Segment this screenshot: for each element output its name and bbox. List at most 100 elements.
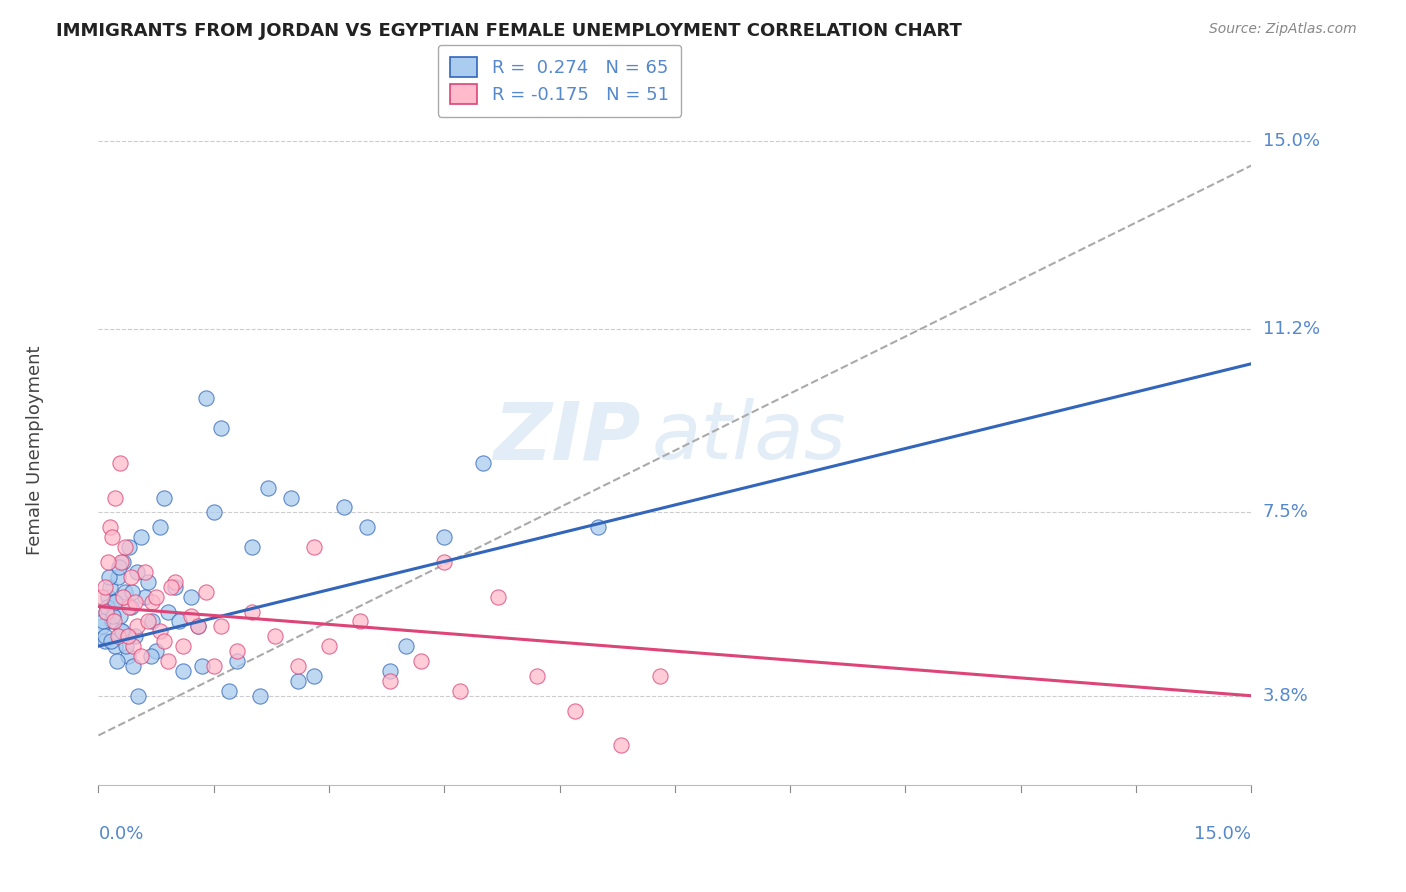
Point — [134, 565, 156, 579]
Point — [91, 590, 114, 604]
Point — [411, 654, 433, 668]
Text: 3.8%: 3.8% — [1263, 687, 1309, 705]
Point — [101, 530, 124, 544]
Point — [225, 644, 247, 658]
Point — [160, 580, 183, 594]
Point — [107, 570, 129, 584]
Point — [349, 615, 371, 629]
Legend: R =  0.274   N = 65, R = -0.175   N = 51: R = 0.274 N = 65, R = -0.175 N = 51 — [437, 45, 682, 117]
Point — [648, 669, 671, 683]
Point — [380, 673, 402, 688]
Point — [98, 580, 121, 594]
Point — [395, 639, 418, 653]
Point — [138, 574, 160, 589]
Point — [98, 570, 121, 584]
Point — [104, 491, 127, 505]
Point — [149, 624, 172, 639]
Point — [117, 629, 139, 643]
Point — [280, 491, 302, 505]
Point — [111, 624, 134, 639]
Point — [115, 639, 138, 653]
Point — [209, 421, 232, 435]
Point — [94, 629, 117, 643]
Point — [333, 500, 356, 515]
Point — [110, 555, 132, 569]
Point — [122, 639, 145, 653]
Point — [449, 683, 471, 698]
Point — [124, 594, 146, 608]
Text: 11.2%: 11.2% — [1263, 320, 1320, 338]
Point — [318, 639, 340, 653]
Point — [111, 590, 134, 604]
Point — [124, 629, 146, 643]
Point — [103, 594, 125, 608]
Point — [172, 664, 194, 678]
Point — [240, 605, 263, 619]
Point — [187, 619, 209, 633]
Point — [152, 634, 174, 648]
Point — [120, 570, 142, 584]
Point — [125, 619, 148, 633]
Point — [91, 615, 114, 629]
Point — [104, 639, 127, 653]
Point — [433, 530, 456, 544]
Point — [287, 673, 309, 688]
Point — [117, 649, 139, 664]
Point — [380, 664, 402, 678]
Point — [129, 530, 152, 544]
Point — [111, 555, 134, 569]
Point — [94, 605, 117, 619]
Text: ZIP: ZIP — [494, 398, 640, 476]
Point — [121, 584, 143, 599]
Text: 15.0%: 15.0% — [1194, 824, 1251, 843]
Point — [225, 654, 247, 668]
Point — [141, 594, 163, 608]
Point — [145, 590, 167, 604]
Point — [167, 615, 190, 629]
Point — [101, 609, 124, 624]
Point — [129, 649, 152, 664]
Point — [486, 590, 509, 604]
Point — [202, 505, 225, 519]
Point — [586, 520, 609, 534]
Point — [180, 609, 202, 624]
Point — [287, 659, 309, 673]
Point — [103, 615, 125, 629]
Point — [471, 456, 494, 470]
Text: 15.0%: 15.0% — [1263, 132, 1320, 150]
Point — [114, 540, 136, 554]
Point — [139, 649, 162, 664]
Point — [610, 739, 633, 753]
Point — [526, 669, 548, 683]
Text: Source: ZipAtlas.com: Source: ZipAtlas.com — [1209, 22, 1357, 37]
Point — [98, 520, 121, 534]
Point — [141, 615, 163, 629]
Point — [249, 689, 271, 703]
Point — [191, 659, 214, 673]
Point — [165, 574, 187, 589]
Point — [108, 456, 131, 470]
Point — [180, 590, 202, 604]
Text: 0.0%: 0.0% — [98, 824, 143, 843]
Point — [122, 659, 145, 673]
Text: 7.5%: 7.5% — [1263, 503, 1309, 522]
Point — [187, 619, 209, 633]
Point — [93, 580, 115, 594]
Point — [96, 599, 118, 614]
Point — [264, 629, 287, 643]
Text: IMMIGRANTS FROM JORDAN VS EGYPTIAN FEMALE UNEMPLOYMENT CORRELATION CHART: IMMIGRANTS FROM JORDAN VS EGYPTIAN FEMAL… — [56, 22, 962, 40]
Point — [172, 639, 194, 653]
Point — [101, 615, 124, 629]
Point — [108, 609, 131, 624]
Point — [118, 599, 141, 614]
Point — [118, 540, 141, 554]
Point — [105, 654, 128, 668]
Point — [202, 659, 225, 673]
Point — [195, 392, 218, 406]
Point — [91, 619, 114, 633]
Point — [356, 520, 378, 534]
Point — [209, 619, 232, 633]
Point — [240, 540, 263, 554]
Point — [564, 704, 586, 718]
Text: atlas: atlas — [652, 398, 846, 476]
